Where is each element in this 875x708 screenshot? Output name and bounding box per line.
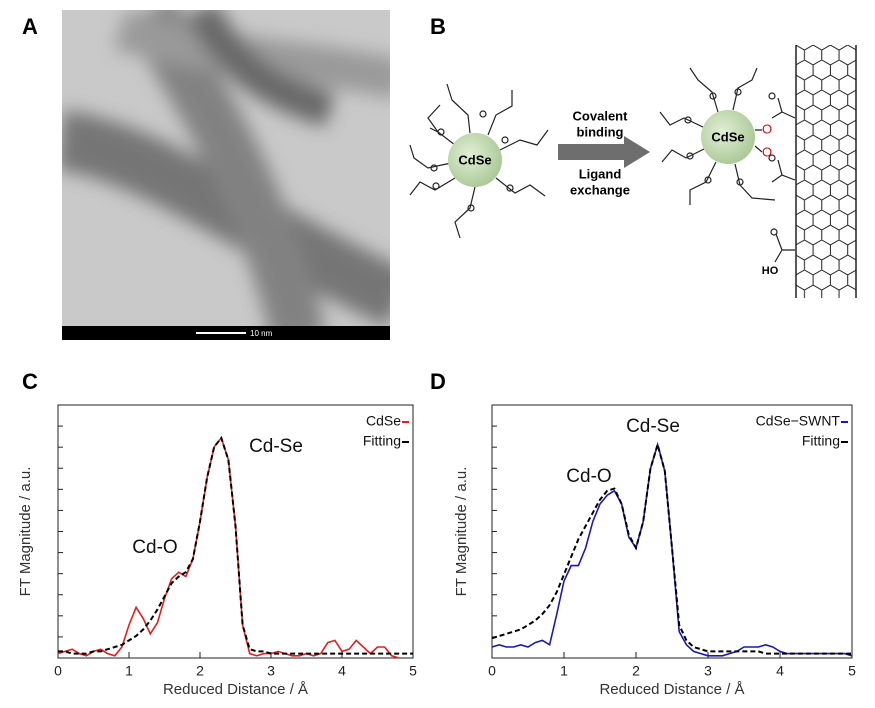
annotation: Cd-O: [132, 537, 177, 558]
y-axis-label: FT Magnitude / a.u.: [17, 467, 34, 597]
x-tick-label: 2: [632, 663, 640, 679]
x-tick-label: 3: [267, 663, 275, 679]
panel-label: A: [22, 14, 38, 39]
arrow: [558, 136, 650, 168]
data-line: [57, 436, 400, 659]
panel-label: B: [430, 14, 446, 39]
nanoparticle: [701, 110, 755, 164]
x-tick-label: 0: [54, 663, 62, 679]
panel-label: C: [22, 369, 38, 394]
x-tick-label: 5: [848, 663, 856, 679]
arrow-label: exchange: [570, 182, 630, 197]
arrow-label: Covalent: [573, 108, 629, 123]
legend-label: CdSe: [366, 413, 401, 429]
x-tick-label: 4: [776, 663, 784, 679]
x-tick-label: 0: [488, 663, 496, 679]
data-line: [58, 435, 413, 655]
scale-bar-label: 10 nm: [250, 329, 273, 338]
x-tick-label: 2: [196, 663, 204, 679]
ligands-left: [409, 83, 549, 239]
plot-frame: [491, 404, 853, 659]
x-axis-label: Reduced Distance / Å: [599, 681, 744, 698]
data-line: [491, 440, 852, 655]
annotation: Cd-Se: [626, 416, 680, 437]
x-tick-label: 5: [409, 663, 417, 679]
nanoparticle: [448, 133, 502, 187]
x-tick-label: 1: [560, 663, 568, 679]
acid-group: HO: [762, 265, 779, 277]
bond-atom: O: [762, 121, 772, 136]
arrow-label: Ligand: [579, 166, 622, 181]
legend-label: Fitting: [363, 433, 401, 449]
panel-label: D: [430, 369, 446, 394]
arrow-label: binding: [577, 124, 624, 139]
micrograph: [62, 10, 390, 340]
particle-label: CdSe: [711, 129, 744, 144]
x-tick-label: 4: [338, 663, 346, 679]
legend-label: CdSe−SWNT: [756, 413, 841, 429]
annotation: Cd-O: [566, 466, 611, 487]
y-axis-label: FT Magnitude / a.u.: [453, 467, 470, 597]
annotation: Cd-Se: [249, 436, 303, 457]
bond-atom: O: [762, 144, 772, 159]
legend-label: Fitting: [802, 433, 840, 449]
nanotube: [795, 45, 857, 298]
ligands-right: [659, 67, 796, 263]
x-tick-label: 3: [704, 663, 712, 679]
x-axis-label: Reduced Distance / Å: [163, 681, 308, 698]
x-tick-label: 1: [125, 663, 133, 679]
particle-label: CdSe: [458, 152, 491, 167]
